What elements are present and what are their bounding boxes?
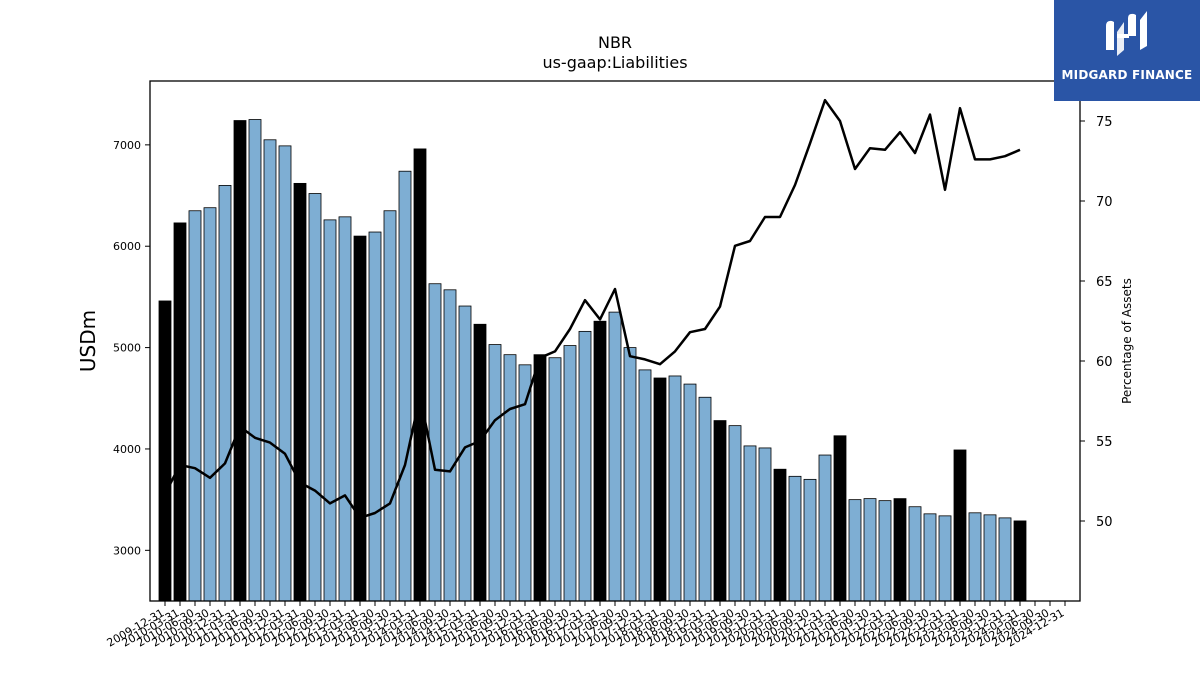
bar <box>878 500 892 602</box>
bar <box>653 377 667 602</box>
bar <box>218 185 232 602</box>
bar <box>1013 520 1027 602</box>
chart-title: NBR <box>597 33 633 52</box>
bar <box>668 375 682 602</box>
y2-axis-label: Percentage of Assets <box>1120 278 1134 404</box>
bar <box>593 320 607 602</box>
bar <box>728 425 742 602</box>
bar <box>368 231 382 602</box>
bar <box>758 447 772 602</box>
bar <box>503 354 517 602</box>
bar <box>818 454 832 602</box>
y2-tick-label: 75 <box>1096 115 1113 130</box>
bar <box>833 435 847 602</box>
bar <box>398 170 412 602</box>
bar <box>263 139 277 602</box>
bar <box>968 512 982 602</box>
y2-tick-label: 65 <box>1096 275 1113 290</box>
bar <box>983 514 997 602</box>
bar <box>893 498 907 602</box>
y-tick-label: 4000 <box>113 443 141 456</box>
bar <box>533 354 547 602</box>
bar <box>248 119 262 602</box>
y-tick-label: 7000 <box>113 139 141 152</box>
series-line <box>163 98 1021 520</box>
bar <box>413 148 427 602</box>
bar <box>638 369 652 602</box>
y2-tick-label: 50 <box>1096 515 1113 530</box>
y-tick-label: 5000 <box>113 342 141 355</box>
bar <box>233 120 247 602</box>
bar <box>158 300 172 602</box>
bar <box>173 222 187 602</box>
bar <box>803 478 817 602</box>
bar <box>278 145 292 602</box>
bar <box>488 344 502 602</box>
y2-tick-label: 70 <box>1096 195 1113 210</box>
chart-subtitle: us-gaap:Liabilities <box>542 53 688 72</box>
bar <box>203 207 217 602</box>
bar <box>788 475 802 602</box>
bar <box>578 330 592 602</box>
bar <box>473 323 487 602</box>
bar <box>608 311 622 602</box>
y-axis-label: USDm <box>76 310 100 372</box>
bar <box>338 216 352 602</box>
bar <box>443 289 457 602</box>
brand-logo: MIDGARD FINANCE <box>1054 0 1200 101</box>
bar <box>713 420 727 602</box>
bar <box>323 219 337 602</box>
bar <box>308 193 322 602</box>
y2-tick-label: 60 <box>1096 355 1113 370</box>
bar <box>923 513 937 602</box>
bar <box>683 383 697 602</box>
bar <box>938 515 952 602</box>
bar <box>383 210 397 602</box>
midgard-logo-icon <box>1106 11 1147 56</box>
bar <box>188 210 202 602</box>
bar <box>293 182 307 602</box>
bar <box>353 235 367 602</box>
y-tick-label: 6000 <box>113 240 141 253</box>
y2-tick-label: 55 <box>1096 435 1113 450</box>
bar <box>428 283 442 602</box>
bar <box>953 449 967 602</box>
bar <box>848 499 862 602</box>
brand-name: MIDGARD FINANCE <box>1061 68 1193 82</box>
y-tick-label: 3000 <box>113 544 141 557</box>
bar <box>563 345 577 602</box>
bar <box>743 445 757 602</box>
bar <box>998 517 1012 602</box>
bar <box>548 357 562 602</box>
bar <box>698 396 712 602</box>
bar <box>863 498 877 602</box>
bar <box>908 506 922 602</box>
bar <box>623 347 637 602</box>
bar <box>773 468 787 602</box>
